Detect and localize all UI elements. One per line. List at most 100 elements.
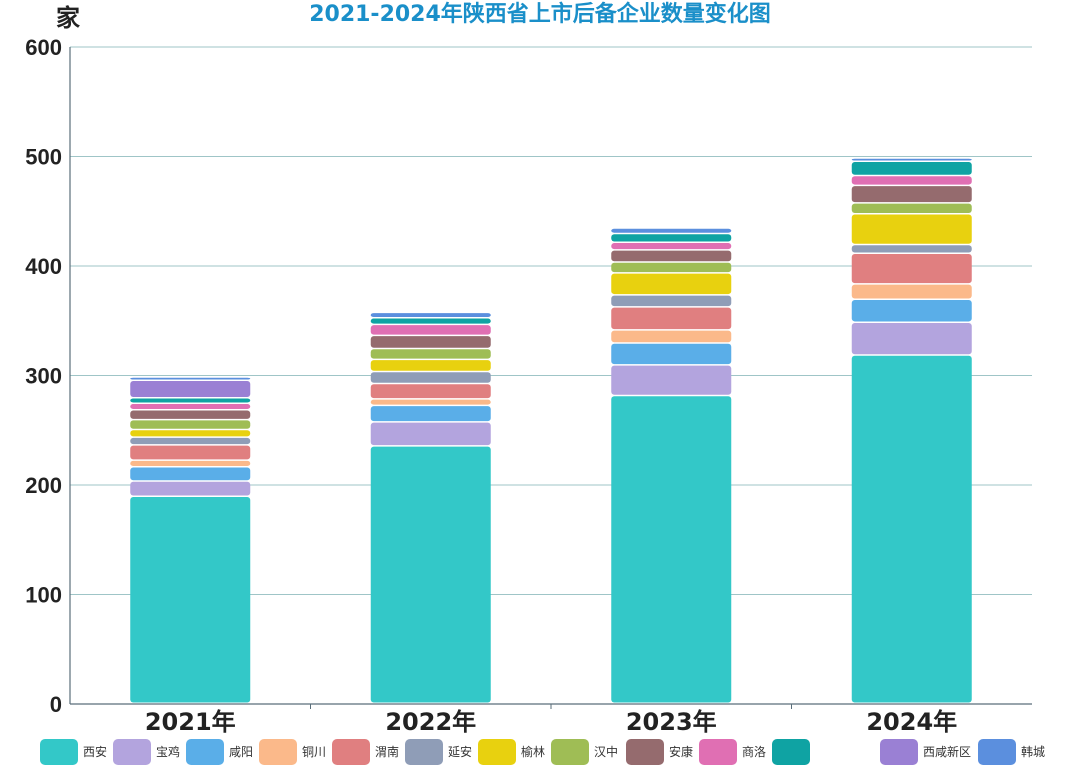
bar-segment-铜川-2023年 — [611, 330, 732, 343]
bar-segment-咸阳-2023年 — [611, 343, 732, 365]
legend-swatch — [551, 739, 589, 765]
bar-segment-汉中-2022年 — [370, 349, 491, 359]
legend-item-汉中[interactable]: 汉中 — [551, 739, 618, 765]
bar-segment-series-11-2022年 — [370, 318, 491, 324]
legend-label: 韩城 — [1021, 744, 1045, 759]
bar-segment-韩城-2021年 — [130, 377, 251, 380]
bar-segment-榆林-2021年 — [130, 430, 251, 437]
bar-segment-汉中-2021年 — [130, 420, 251, 429]
x-tick-label: 2024年 — [866, 708, 957, 736]
x-axis-ticks: 2021年 2022年 2023年 2024年 — [145, 708, 957, 736]
bar-segment-安康-2022年 — [370, 336, 491, 348]
legend-label: 铜川 — [302, 744, 326, 759]
bar-segment-延安-2022年 — [370, 372, 491, 383]
bar-segment-渭南-2021年 — [130, 445, 251, 460]
legend-item-渭南[interactable]: 渭南 — [332, 739, 399, 765]
legend-swatch — [772, 739, 810, 765]
legend[interactable]: 西安 宝鸡 咸阳 铜川 渭南 延安 榆林 汉中 安康 商洛 西咸新区 韩城 — [40, 739, 1045, 765]
y-axis-ticks: 0 100 200 300 400 500 600 — [25, 35, 62, 717]
legend-label: 西咸新区 — [923, 744, 971, 759]
bar-segment-宝鸡-2021年 — [130, 481, 251, 496]
bar-segment-渭南-2024年 — [851, 253, 972, 284]
bar-segment-榆林-2024年 — [851, 214, 972, 244]
legend-item-series-11[interactable] — [772, 739, 810, 765]
bar-segment-安康-2021年 — [130, 410, 251, 419]
y-tick-label: 300 — [25, 364, 62, 389]
y-axis-unit-label: 家 — [56, 4, 80, 32]
legend-item-韩城[interactable]: 韩城 — [978, 739, 1045, 765]
x-tick-label: 2023年 — [626, 708, 717, 736]
chart-title: 2021-2024年陕西省上市后备企业数量变化图 — [309, 1, 771, 27]
y-tick-label: 600 — [25, 35, 62, 60]
y-tick-label: 0 — [50, 692, 62, 717]
bar-segment-渭南-2022年 — [370, 384, 491, 399]
bar-segment-韩城-2023年 — [611, 228, 732, 233]
y-tick-label: 400 — [25, 254, 62, 279]
bar-segment-西咸新区-2021年 — [130, 380, 251, 397]
legend-swatch — [40, 739, 78, 765]
legend-swatch — [478, 739, 516, 765]
legend-item-咸阳[interactable]: 咸阳 — [186, 739, 253, 765]
bar-segment-安康-2024年 — [851, 186, 972, 203]
legend-item-西咸新区[interactable]: 西咸新区 — [880, 739, 971, 765]
bar-segment-延安-2023年 — [611, 295, 732, 307]
bar-segment-咸阳-2021年 — [130, 467, 251, 481]
bar-segment-商洛-2024年 — [851, 176, 972, 185]
legend-item-西安[interactable]: 西安 — [40, 739, 107, 765]
x-tick-label: 2022年 — [385, 708, 476, 736]
legend-item-榆林[interactable]: 榆林 — [478, 739, 545, 765]
legend-item-延安[interactable]: 延安 — [405, 739, 472, 765]
y-tick-label: 100 — [25, 583, 62, 608]
bar-segment-韩城-2024年 — [851, 158, 972, 161]
bar-segment-宝鸡-2022年 — [370, 422, 491, 446]
x-tick-label: 2021年 — [145, 708, 236, 736]
bar-segment-渭南-2023年 — [611, 307, 732, 330]
bar-segment-汉中-2023年 — [611, 262, 732, 273]
bar-segment-安康-2023年 — [611, 250, 732, 262]
legend-label: 延安 — [448, 744, 472, 759]
bar-segment-咸阳-2024年 — [851, 299, 972, 322]
bar-segment-宝鸡-2023年 — [611, 365, 732, 395]
bar-segment-汉中-2024年 — [851, 203, 972, 214]
bar-segment-商洛-2023年 — [611, 243, 732, 250]
legend-swatch — [626, 739, 664, 765]
bar-segment-咸阳-2022年 — [370, 406, 491, 422]
legend-swatch — [405, 739, 443, 765]
bars — [130, 158, 972, 703]
legend-label: 榆林 — [521, 744, 545, 759]
legend-label: 西安 — [83, 744, 107, 759]
bar-segment-榆林-2023年 — [611, 273, 732, 295]
bar-segment-商洛-2022年 — [370, 325, 491, 335]
bar-segment-series-11-2023年 — [611, 234, 732, 242]
bar-segment-铜川-2024年 — [851, 284, 972, 299]
legend-label: 宝鸡 — [156, 744, 180, 759]
legend-item-安康[interactable]: 安康 — [626, 739, 693, 765]
legend-label: 渭南 — [375, 744, 399, 759]
bar-segment-series-11-2024年 — [851, 161, 972, 175]
legend-swatch — [259, 739, 297, 765]
legend-swatch — [113, 739, 151, 765]
bar-segment-西安-2024年 — [851, 355, 972, 703]
legend-item-铜川[interactable]: 铜川 — [259, 739, 326, 765]
y-tick-label: 200 — [25, 473, 62, 498]
bar-segment-西安-2021年 — [130, 497, 251, 703]
legend-swatch — [978, 739, 1016, 765]
legend-swatch — [880, 739, 918, 765]
legend-label: 商洛 — [742, 744, 766, 759]
legend-swatch — [332, 739, 370, 765]
bar-segment-宝鸡-2024年 — [851, 322, 972, 355]
y-tick-label: 500 — [25, 145, 62, 170]
legend-swatch — [699, 739, 737, 765]
legend-item-商洛[interactable]: 商洛 — [699, 739, 766, 765]
legend-label: 汉中 — [594, 744, 618, 759]
legend-label: 咸阳 — [229, 745, 253, 759]
legend-swatch — [186, 739, 224, 765]
legend-label: 安康 — [669, 744, 693, 759]
legend-item-宝鸡[interactable]: 宝鸡 — [113, 739, 180, 765]
bar-segment-series-11-2021年 — [130, 398, 251, 403]
bar-segment-商洛-2021年 — [130, 403, 251, 410]
bar-segment-榆林-2022年 — [370, 360, 491, 371]
bar-segment-铜川-2021年 — [130, 460, 251, 466]
bar-segment-西安-2023年 — [611, 396, 732, 703]
